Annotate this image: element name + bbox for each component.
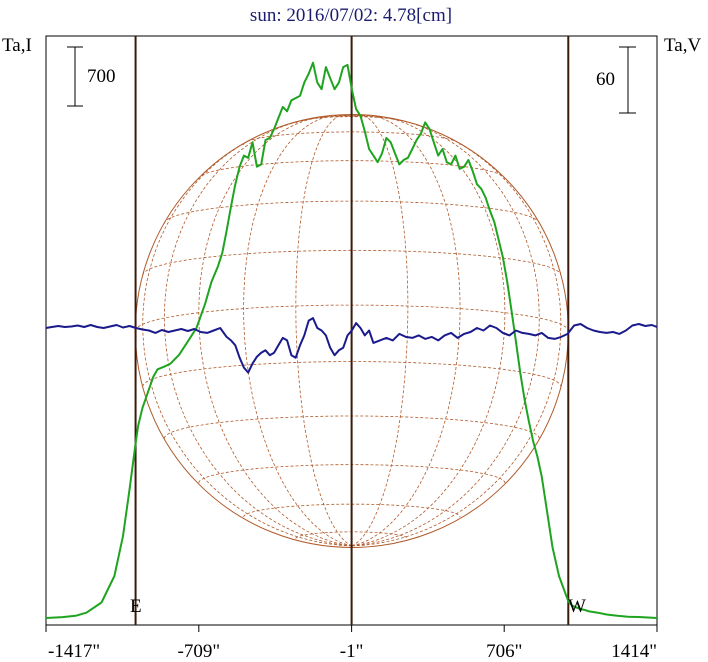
intensity-scale-bar	[67, 46, 83, 107]
longitude-line	[295, 114, 352, 547]
x-axis-ticks: -1417" -709" -1" 706" 1414"	[45, 625, 658, 662]
chart-title: sun: 2016/07/02: 4.78[cm]	[250, 5, 452, 26]
latitude-line	[142, 249, 562, 276]
longitude-line	[163, 115, 352, 547]
longitude-line	[198, 114, 352, 547]
x-tick-label: -1"	[340, 641, 364, 662]
longitude-line	[351, 115, 562, 547]
longitude-line	[243, 114, 352, 547]
longitude-line	[351, 114, 461, 547]
limb-marker-west: W	[568, 596, 586, 617]
left-y-axis-label: Ta,I	[2, 35, 32, 56]
longitude-line	[142, 115, 352, 547]
right-y-axis-label: Ta,V	[664, 35, 701, 56]
series-I-line	[45, 61, 658, 619]
longitude-line	[351, 114, 409, 547]
intensity-scale-label: 700	[87, 66, 116, 87]
x-tick-label: -709"	[178, 641, 221, 662]
data-series	[45, 61, 658, 619]
x-tick-label: 1414"	[611, 641, 657, 662]
longitude-line	[351, 115, 540, 547]
series-V-line	[45, 317, 658, 374]
x-tick-label: -1417"	[48, 641, 100, 662]
polarization-scale-label: 60	[596, 69, 615, 90]
longitude-line	[351, 114, 506, 547]
limb-marker-east: E	[130, 596, 142, 617]
x-tick-label: 706"	[486, 641, 522, 662]
polarization-scale-bar	[619, 46, 636, 114]
